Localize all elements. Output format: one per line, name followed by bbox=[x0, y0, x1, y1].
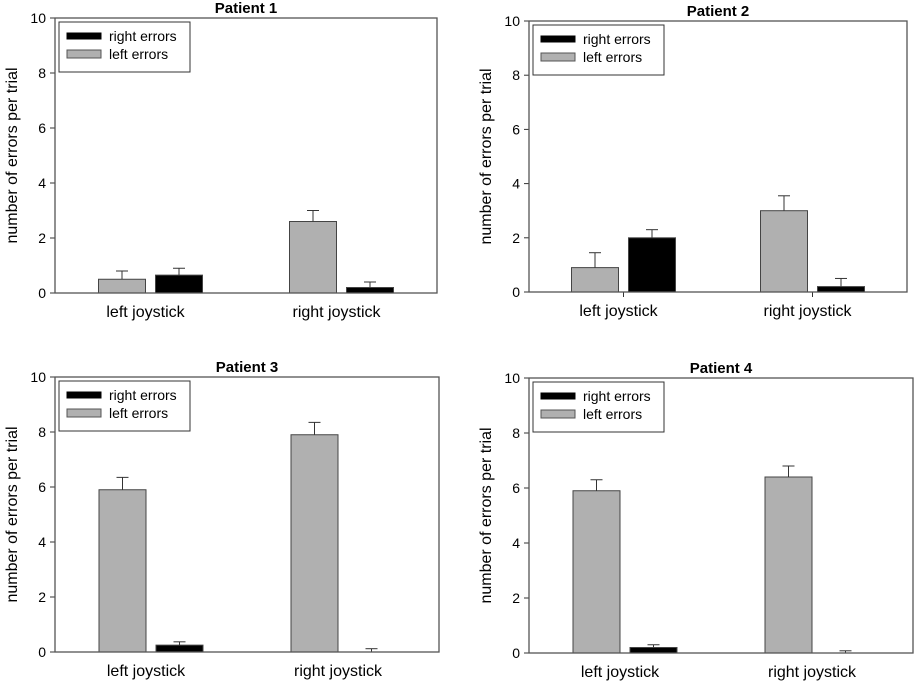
y-tick-label: 8 bbox=[38, 65, 46, 81]
bar-right-errors-left-joystick bbox=[628, 237, 676, 293]
y-tick-label: 0 bbox=[38, 644, 46, 660]
y-tick-label: 8 bbox=[512, 425, 520, 441]
legend-box bbox=[58, 380, 191, 432]
legend-swatch-right-errors bbox=[66, 391, 102, 399]
x-category-label: right joystick bbox=[292, 304, 381, 321]
y-tick-label: 6 bbox=[512, 480, 520, 496]
chart-panel-4: Patient 4 number of errors per trial 0 2 4 6 8… bbox=[478, 360, 914, 681]
y-axis-label: number of errors per trial bbox=[4, 426, 21, 602]
x-category-label: left joystick bbox=[581, 664, 660, 681]
legend: right errors left errors bbox=[532, 24, 665, 76]
y-tick-label: 4 bbox=[512, 535, 520, 551]
y-tick-label: 4 bbox=[38, 175, 46, 191]
bar-right-errors-right-joystick bbox=[817, 286, 865, 293]
bar-right-errors-left-joystick bbox=[155, 644, 204, 653]
y-tick-label: 10 bbox=[504, 370, 520, 386]
y-axis-label: number of errors per trial bbox=[478, 68, 495, 244]
y-axis-label: number of errors per trial bbox=[4, 67, 21, 243]
y-tick-label: 6 bbox=[38, 120, 46, 136]
bar-right-errors-left-joystick bbox=[155, 274, 203, 294]
chart-title: Patient 1 bbox=[215, 0, 278, 17]
legend-swatch-left-errors bbox=[540, 409, 576, 419]
y-tick-label: 0 bbox=[512, 645, 520, 661]
bar-left-errors-right-joystick bbox=[760, 210, 808, 293]
chart-title: Patient 2 bbox=[687, 3, 750, 20]
bar-left-errors-left-joystick bbox=[571, 267, 619, 293]
legend-label: left errors bbox=[109, 46, 168, 62]
legend-box bbox=[532, 381, 665, 433]
legend: right errors left errors bbox=[58, 21, 191, 73]
legend-swatch-left-errors bbox=[66, 49, 102, 59]
y-tick-label: 10 bbox=[30, 369, 46, 385]
chart-panel-3: Patient 3 number of errors per trial 0 2 4 6 8… bbox=[4, 359, 440, 680]
legend-label: left errors bbox=[583, 49, 642, 65]
x-category-label: left joystick bbox=[107, 663, 186, 680]
y-tick-label: 10 bbox=[504, 13, 520, 29]
legend-box bbox=[58, 21, 191, 73]
bar-left-errors-right-joystick bbox=[289, 221, 337, 294]
x-category-label: right joystick bbox=[294, 663, 383, 680]
bar-left-errors-left-joystick bbox=[98, 278, 146, 294]
legend-swatch-left-errors bbox=[540, 52, 576, 62]
legend: right errors left errors bbox=[58, 380, 191, 432]
y-tick-label: 8 bbox=[512, 67, 520, 83]
x-category-label: right joystick bbox=[763, 303, 852, 320]
legend-swatch-right-errors bbox=[540, 35, 576, 43]
plot-frame bbox=[54, 17, 438, 294]
x-category-label: right joystick bbox=[768, 664, 857, 681]
y-tick-label: 10 bbox=[30, 10, 46, 26]
y-tick-label: 0 bbox=[38, 285, 46, 301]
legend-label: right errors bbox=[583, 388, 651, 404]
legend-label: right errors bbox=[109, 387, 177, 403]
y-tick-label: 0 bbox=[512, 284, 520, 300]
y-tick-label: 2 bbox=[38, 589, 46, 605]
panels: Patient 1 number of errors per trial 0 2 4 6 8… bbox=[4, 0, 914, 681]
legend: right errors left errors bbox=[532, 381, 665, 433]
bar-right-errors-left-joystick bbox=[629, 647, 678, 654]
bar-right-errors-right-joystick bbox=[346, 287, 394, 294]
y-axis-label: number of errors per trial bbox=[478, 427, 495, 603]
legend-label: right errors bbox=[583, 31, 651, 47]
y-tick-label: 4 bbox=[512, 176, 520, 192]
plot-frame bbox=[528, 20, 908, 293]
legend-label: right errors bbox=[109, 28, 177, 44]
y-tick-label: 2 bbox=[38, 230, 46, 246]
bar-left-errors-right-joystick bbox=[764, 476, 813, 654]
legend-swatch-left-errors bbox=[66, 408, 102, 418]
chart-title: Patient 4 bbox=[690, 360, 753, 377]
bar-left-errors-left-joystick bbox=[572, 490, 621, 654]
x-category-label: left joystick bbox=[106, 304, 185, 321]
legend-label: left errors bbox=[109, 405, 168, 421]
y-tick-label: 4 bbox=[38, 534, 46, 550]
y-tick-label: 2 bbox=[512, 230, 520, 246]
legend-swatch-right-errors bbox=[540, 392, 576, 400]
y-tick-label: 2 bbox=[512, 590, 520, 606]
y-tick-label: 6 bbox=[38, 479, 46, 495]
chart-panel-1: Patient 1 number of errors per trial 0 2 4 6 8… bbox=[4, 0, 438, 321]
chart-title: Patient 3 bbox=[216, 359, 279, 376]
chart-panel-2: Patient 2 number of errors per trial 0 2 4 6 8… bbox=[478, 3, 908, 320]
legend-box bbox=[532, 24, 665, 76]
legend-swatch-right-errors bbox=[66, 32, 102, 40]
y-tick-label: 8 bbox=[38, 424, 46, 440]
plot-frame bbox=[54, 376, 440, 653]
legend-label: left errors bbox=[583, 406, 642, 422]
bar-left-errors-right-joystick bbox=[290, 434, 339, 653]
plot-frame bbox=[528, 377, 914, 654]
x-category-label: left joystick bbox=[579, 303, 658, 320]
bar-left-errors-left-joystick bbox=[98, 489, 147, 653]
y-tick-label: 6 bbox=[512, 121, 520, 137]
